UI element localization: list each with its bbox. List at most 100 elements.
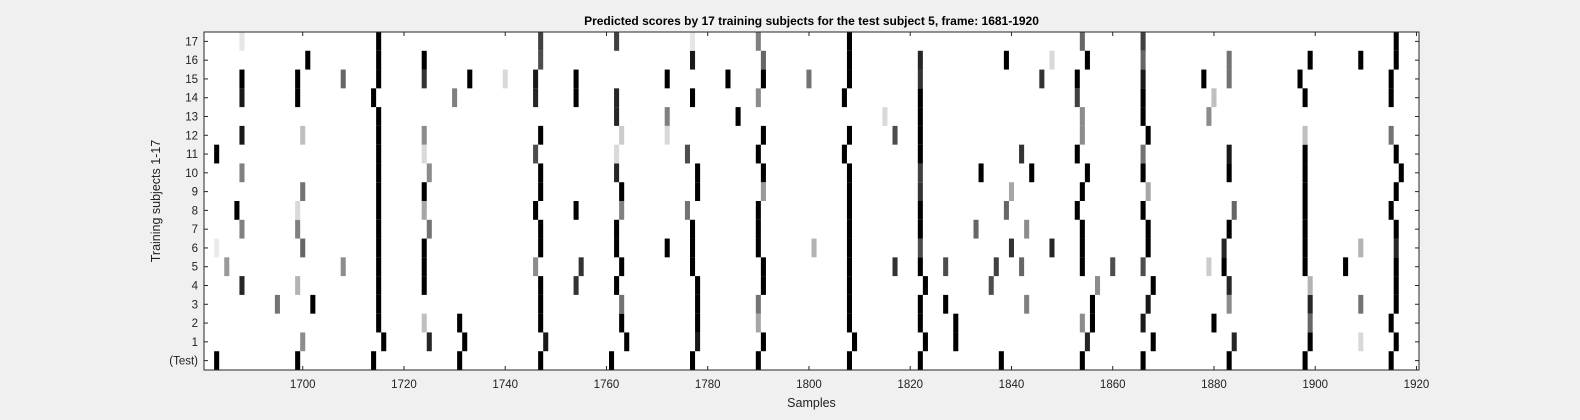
heatmap-cell [1393,182,1399,201]
heatmap-cell [917,294,923,314]
heatmap-cell [1019,257,1025,277]
heatmap-cell [695,276,701,295]
heatmap-cell [538,219,544,239]
heatmap-cell [1221,257,1227,277]
heatmap-cell [917,351,923,370]
heatmap-cell [917,182,923,201]
heatmap-cell [533,201,539,220]
heatmap-cell [1003,201,1009,220]
heatmap-cell [892,125,898,145]
heatmap-cell [619,201,625,220]
heatmap-cells [214,32,1404,370]
heatmap-cell [300,238,306,258]
heatmap-cell [1393,276,1399,295]
heatmap-cell [1221,238,1227,258]
heatmap-cell [426,219,432,239]
heatmap-cell [917,125,923,145]
y-tick-label: 16 [185,55,198,67]
heatmap-cell [1226,50,1232,70]
heatmap-cell [953,332,959,352]
heatmap-cell [376,313,382,333]
heatmap-cell [690,238,696,258]
heatmap-cell [234,201,240,220]
chart-title: Predicted scores by 17 training subjects… [584,14,1039,28]
heatmap-cell [1307,50,1313,70]
heatmap-cell [695,313,701,333]
heatmap-cell [1226,144,1232,164]
heatmap-cell [619,125,625,145]
heatmap-cell [755,219,761,239]
heatmap-cell [538,313,544,333]
heatmap-cell [917,50,923,70]
heatmap-cell [846,294,852,314]
heatmap-cell [239,32,245,51]
y-tick-label: 7 [192,224,198,236]
x-axis-ticks: 1700 1720 1740 1760 1780 1800 1820 1840 1860 1880… [290,32,1429,391]
heatmap-cell [426,332,432,352]
heatmap-cell [1008,182,1014,201]
heatmap-cell [755,351,761,370]
heatmap-cell [538,276,544,295]
x-axis-label: Samples [787,396,836,410]
y-tick-label: 1 [192,337,198,349]
heatmap-cell [376,257,382,277]
heatmap-cell [917,201,923,220]
heatmap-cell [1302,201,1308,220]
y-tick-label: 15 [185,74,198,86]
heatmap-cell [882,107,888,126]
heatmap-cell [300,182,306,201]
heatmap-cell [922,276,928,295]
heatmap-cell [690,219,696,239]
heatmap-cell [1398,163,1404,183]
heatmap-cell [846,238,852,258]
heatmap-cell [917,219,923,239]
x-tick-label: 1700 [290,379,316,391]
heatmap-cell [1074,88,1080,108]
heatmap-cell [1024,294,1030,314]
heatmap-cell [376,201,382,220]
heatmap-cell [1140,163,1146,183]
heatmap-cell [376,182,382,201]
heatmap-cell [841,88,847,108]
heatmap-cell [846,163,852,183]
y-tick-label: 6 [192,243,198,255]
heatmap-cell [376,69,382,89]
y-axis-label: Training subjects 1-17 [149,140,163,263]
heatmap-cell [922,332,928,352]
heatmap-cell [1231,332,1237,352]
heatmap-cell [1079,351,1085,370]
heatmap-cell [953,313,959,333]
heatmap-cell [664,69,670,89]
heatmap-cell [1226,219,1232,239]
heatmap-cell [573,201,579,220]
heatmap-cell [300,332,306,352]
heatmap-cell [690,50,696,70]
heatmap-cell [760,332,766,352]
heatmap-cell [1140,50,1146,70]
heatmap-cell [1019,144,1025,164]
heatmap-cell [806,69,812,89]
heatmap-cell [1302,163,1308,183]
heatmap-cell [695,182,701,201]
heatmap-cell [1074,201,1080,220]
heatmap-cell [239,125,245,145]
heatmap-cell [619,313,625,333]
heatmap-cell [457,351,463,370]
heatmap-cell [684,144,690,164]
heatmap-cell [1226,294,1232,314]
heatmap-cell [239,163,245,183]
heatmap-cell [300,125,306,145]
heatmap-cell [1211,88,1217,108]
heatmap-cell [295,276,301,295]
heatmap-cell [943,294,949,314]
heatmap-cell [846,50,852,70]
heatmap-cell [1307,313,1313,333]
heatmap-cell [376,276,382,295]
heatmap-cell [1145,219,1151,239]
heatmap-cell [760,182,766,201]
heatmap-cell [533,257,539,277]
heatmap-cell [664,107,670,126]
heatmap-cell [1079,125,1085,145]
heatmap-cell [614,276,620,295]
